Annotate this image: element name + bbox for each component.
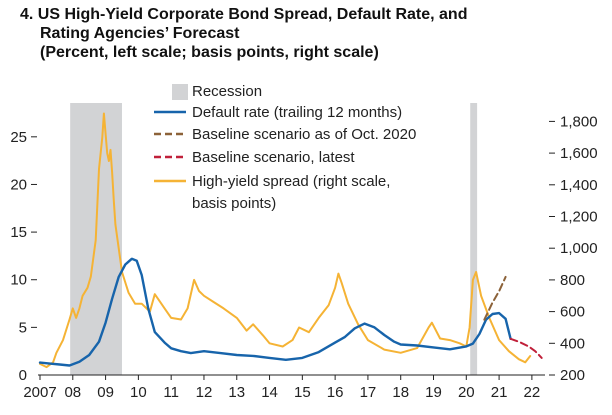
left-y-tick-label: 5 (19, 319, 27, 336)
figure-number: 4. (20, 6, 34, 23)
x-tick-label: 11 (163, 384, 179, 401)
x-tick-label: 10 (130, 384, 147, 401)
x-tick-label: 15 (294, 384, 311, 401)
left-y-tick-label: 10 (10, 272, 27, 289)
right-y-tick-label: 1,800 (560, 113, 598, 130)
baseline-oct-2020-line (483, 275, 507, 321)
right-y-tick-label: 1,400 (560, 177, 598, 194)
x-tick-label: 21 (491, 384, 508, 401)
chart-subtitle: (Percent, left scale; basis points, righ… (40, 44, 379, 61)
x-tick-label: 20 (458, 384, 475, 401)
x-tick-label: 12 (196, 384, 213, 401)
legend-label: basis points) (192, 195, 276, 212)
legend-label: Baseline scenario as of Oct. 2020 (192, 126, 416, 143)
right-y-tick-label: 800 (560, 272, 585, 289)
left-y-tick-label: 15 (10, 224, 27, 241)
left-y-tick-label: 0 (19, 367, 27, 384)
x-tick-label: 22 (524, 384, 541, 401)
x-tick-label: 16 (327, 384, 344, 401)
x-tick-label: 13 (228, 384, 245, 401)
high-yield-spread-line (39, 112, 532, 369)
right-y-tick-label: 1,600 (560, 145, 598, 162)
legend-swatch-recession (172, 84, 188, 100)
right-y-tick-label: 1,200 (560, 209, 598, 226)
x-tick-label: 17 (360, 384, 377, 401)
right-y-tick-label: 1,000 (560, 240, 598, 257)
left-y-tick-label: 25 (10, 129, 27, 146)
recession-band-2 (470, 103, 478, 375)
recession-bands (70, 103, 478, 375)
x-tick-label: 08 (64, 384, 81, 401)
legend-label: Recession (192, 83, 262, 100)
x-tick-label: 2007 (23, 384, 56, 401)
legend-label: Baseline scenario, latest (192, 149, 355, 166)
title-line-1: 4. US High-Yield Corporate Bond Spread, … (20, 5, 467, 24)
legend-label: Default rate (trailing 12 months) (192, 104, 402, 121)
baseline-latest-line (509, 337, 543, 359)
x-tick-label: 18 (392, 384, 409, 401)
title-text-1: US High-Yield Corporate Bond Spread, Def… (37, 6, 468, 23)
right-y-tick-label: 200 (560, 367, 585, 384)
chart-title: 4. US High-Yield Corporate Bond Spread, … (20, 5, 467, 62)
series-lines (38, 112, 543, 369)
left-y-tick-label: 20 (10, 176, 27, 193)
title-line-2: Rating Agencies’ Forecast (40, 25, 240, 42)
legend-label: High-yield spread (right scale, (192, 173, 390, 190)
legend: Recession Default rate (trailing 12 month… (154, 83, 416, 212)
right-y-tick-label: 400 (560, 335, 585, 352)
x-tick-label: 14 (261, 384, 278, 401)
x-tick-label: 09 (97, 384, 114, 401)
default-rate-line (38, 257, 512, 367)
x-tick-label: 19 (425, 384, 442, 401)
right-y-tick-label: 600 (560, 304, 585, 321)
axes: 2007 08 09 10 11 12 13 14 15 16 17 18 19 20 21 22 0 5 10 15… (10, 113, 597, 401)
